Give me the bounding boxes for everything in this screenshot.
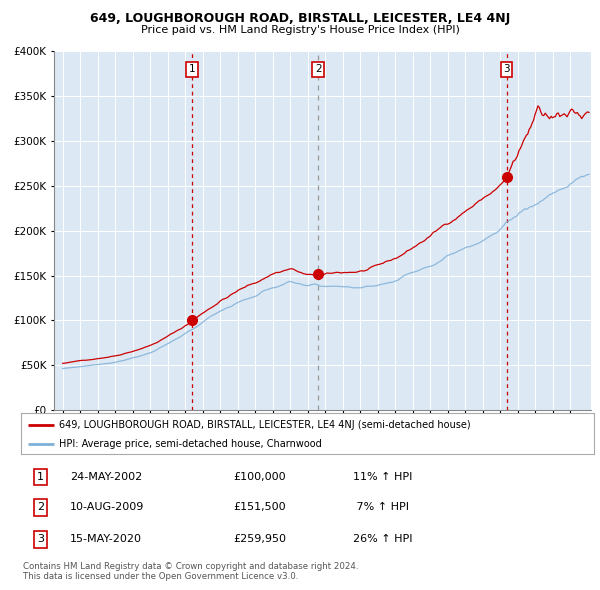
Text: 7% ↑ HPI: 7% ↑ HPI [353,503,409,512]
Text: 649, LOUGHBOROUGH ROAD, BIRSTALL, LEICESTER, LE4 4NJ (semi-detached house): 649, LOUGHBOROUGH ROAD, BIRSTALL, LEICES… [59,419,470,430]
Text: 3: 3 [503,64,510,74]
Text: £151,500: £151,500 [233,503,286,512]
Text: 1: 1 [188,64,196,74]
Text: 2: 2 [315,64,322,74]
Text: 3: 3 [37,535,44,545]
Text: 15-MAY-2020: 15-MAY-2020 [70,535,142,545]
Text: 2: 2 [37,503,44,512]
Text: 24-MAY-2002: 24-MAY-2002 [70,473,142,482]
Text: £100,000: £100,000 [233,473,286,482]
Text: 11% ↑ HPI: 11% ↑ HPI [353,473,413,482]
Text: 10-AUG-2009: 10-AUG-2009 [70,503,144,512]
Text: Price paid vs. HM Land Registry's House Price Index (HPI): Price paid vs. HM Land Registry's House … [140,25,460,35]
Text: £259,950: £259,950 [233,535,286,545]
Text: 1: 1 [37,473,44,482]
Text: HPI: Average price, semi-detached house, Charnwood: HPI: Average price, semi-detached house,… [59,438,322,448]
Text: Contains HM Land Registry data © Crown copyright and database right 2024.
This d: Contains HM Land Registry data © Crown c… [23,562,358,581]
Text: 26% ↑ HPI: 26% ↑ HPI [353,535,413,545]
Text: 649, LOUGHBOROUGH ROAD, BIRSTALL, LEICESTER, LE4 4NJ: 649, LOUGHBOROUGH ROAD, BIRSTALL, LEICES… [90,12,510,25]
